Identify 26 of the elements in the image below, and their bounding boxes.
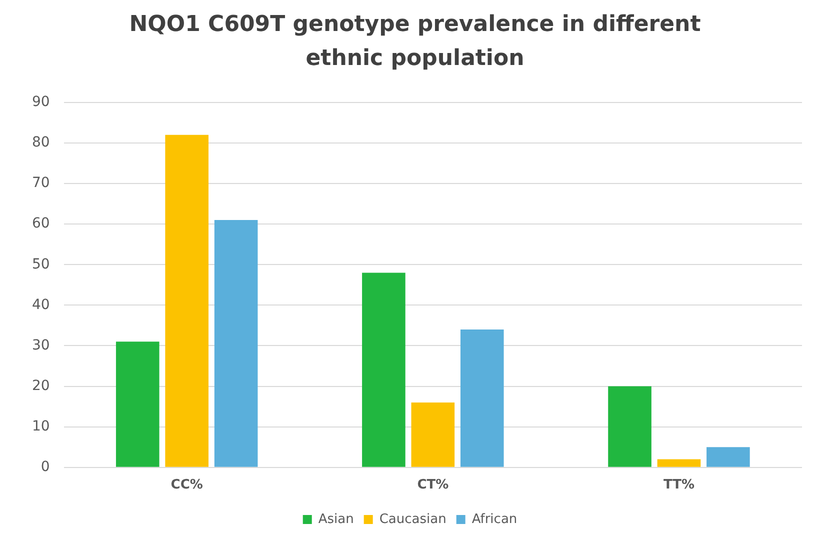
x-tick-label: CT%	[417, 478, 449, 493]
legend-label: African	[472, 512, 518, 527]
bar	[608, 386, 652, 467]
y-tick-label: 30	[32, 337, 50, 354]
y-tick-label: 40	[32, 296, 50, 313]
bar	[706, 447, 750, 467]
bar	[460, 330, 504, 467]
y-tick-label: 20	[32, 378, 50, 394]
y-tick-label: 90	[32, 94, 50, 110]
bar	[116, 342, 160, 467]
y-tick-label: 50	[32, 256, 50, 272]
y-tick-label: 70	[32, 175, 50, 192]
x-tick-label: TT%	[663, 478, 694, 493]
bar	[214, 220, 258, 467]
bar	[165, 134, 208, 467]
y-tick-label: 0	[40, 459, 50, 476]
legend-label: Caucasian	[379, 512, 446, 527]
y-tick-label: 10	[32, 418, 50, 434]
bar	[657, 459, 701, 467]
y-tick-label: 60	[32, 216, 50, 232]
chart-title: NQO1 C609T genotype prevalence in different ethnic population	[128, 11, 702, 73]
x-tick-label: CC%	[170, 478, 203, 493]
y-tick-label: 80	[32, 134, 50, 151]
legend-label: Asian	[318, 512, 354, 527]
bar	[362, 272, 406, 467]
bar	[411, 402, 455, 467]
